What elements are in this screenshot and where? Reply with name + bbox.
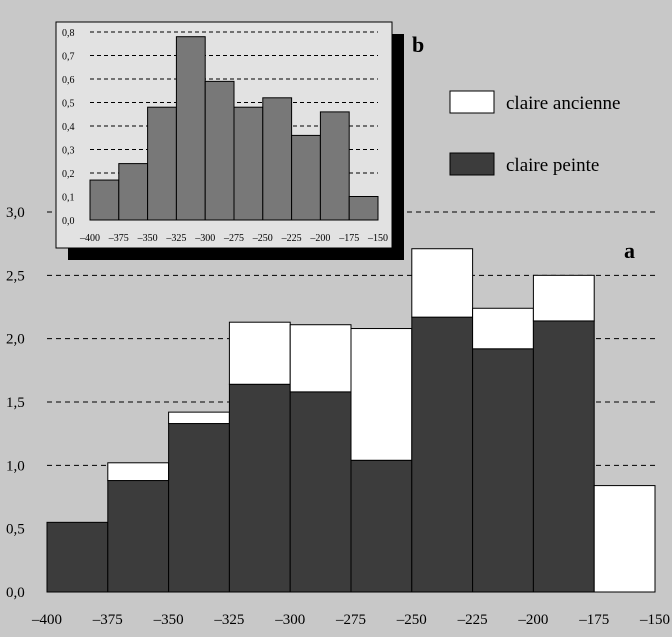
inset-y-tick-labels: 0,0 0,1 0,2 0,3 0,4 0,5 0,6 0,7 0,8: [62, 28, 75, 227]
inset-x-tick-label: –200: [309, 233, 330, 244]
bar-claire-ancienne: [472, 307, 534, 350]
main-x-tick-label: –225: [457, 612, 488, 628]
inset-y-tick-label: 0,3: [62, 146, 75, 157]
inset-x-tick-label: –400: [79, 233, 100, 244]
inset-x-tick-labels: –400 –375 –350 –325 –300 –275 –250 –225 –200 –175…: [79, 233, 388, 244]
main-y-tick-labels: 0,0 0,5 1,0 1,5 2,0 2,5 3,0: [6, 205, 25, 601]
bar-claire-peinte: [228, 383, 291, 593]
inset-y-tick-label: 0,1: [62, 193, 75, 204]
panel-label-a: a: [624, 238, 635, 263]
main-y-tick-label: 2,5: [6, 268, 25, 284]
inset-x-tick-label: –250: [252, 233, 273, 244]
legend-label-claire-peinte: claire peinte: [506, 155, 599, 176]
bar-claire-peinte: [107, 480, 170, 593]
legend-label-claire-ancienne: claire ancienne: [506, 93, 620, 114]
main-x-tick-label: –250: [396, 612, 427, 628]
main-x-tick-label: –300: [274, 612, 305, 628]
main-x-tick-label: –175: [578, 612, 609, 628]
inset-x-tick-label: –275: [223, 233, 244, 244]
inset-bar: [147, 106, 177, 221]
bar-claire-peinte: [289, 391, 352, 593]
inset-bar: [175, 36, 206, 221]
bar-claire-ancienne: [228, 321, 291, 385]
inset-y-tick-label: 0,5: [62, 99, 75, 110]
bar-claire-ancienne: [532, 274, 595, 322]
bar-claire-peinte: [532, 320, 595, 593]
inset-bar: [291, 134, 321, 221]
inset-bars: [89, 36, 379, 221]
inset-bar: [319, 111, 350, 221]
inset-y-tick-label: 0,4: [62, 122, 75, 133]
inset-bar: [89, 179, 120, 221]
inset-x-tick-label: –175: [338, 233, 359, 244]
bar-claire-peinte: [472, 348, 534, 593]
inset-x-tick-label: –225: [281, 233, 302, 244]
main-y-tick-label: 3,0: [6, 205, 25, 221]
inset-x-tick-label: –150: [367, 233, 388, 244]
bar-claire-ancienne: [593, 485, 656, 593]
main-x-tick-label: –275: [335, 612, 366, 628]
main-x-tick-labels: –400 –375 –350 –325 –300 –275 –250 –225 –200 –175…: [31, 612, 670, 628]
main-x-tick-label: –400: [31, 612, 62, 628]
bar-claire-peinte: [46, 521, 109, 593]
inset-bar: [118, 163, 149, 221]
inset-y-tick-label: 0,6: [62, 75, 75, 86]
inset-y-tick-label: 0,2: [62, 169, 75, 180]
main-x-tick-label: –325: [213, 612, 244, 628]
inset-x-tick-label: –325: [165, 233, 186, 244]
main-x-tick-label: –150: [639, 612, 670, 628]
inset-y-tick-label: 0,0: [62, 216, 75, 227]
inset-bar: [233, 106, 264, 221]
bar-claire-peinte: [411, 316, 474, 593]
inset-bar: [262, 97, 293, 221]
inset-y-tick-label: 0,7: [62, 52, 75, 63]
inset-x-tick-label: –300: [194, 233, 215, 244]
inset-bar: [204, 80, 235, 221]
bar-claire-ancienne: [107, 462, 170, 482]
main-x-tick-label: –375: [92, 612, 123, 628]
bar-claire-ancienne: [168, 411, 230, 425]
legend-swatch-claire-peinte: [449, 152, 495, 176]
main-x-tick-label: –350: [153, 612, 184, 628]
legend: claire ancienne claire peinte: [449, 90, 620, 176]
main-y-tick-label: 1,5: [6, 395, 25, 411]
main-y-tick-label: 1,0: [6, 458, 25, 474]
bar-claire-peinte: [168, 423, 230, 593]
panel-label-b: b: [412, 32, 424, 57]
bar-claire-ancienne: [411, 248, 474, 318]
inset-y-tick-label: 0,8: [62, 28, 75, 39]
inset-x-tick-label: –375: [108, 233, 129, 244]
main-y-tick-label: 0,0: [6, 585, 25, 601]
bar-claire-ancienne: [289, 324, 352, 393]
main-y-tick-label: 2,0: [6, 332, 25, 348]
legend-swatch-claire-ancienne: [449, 90, 495, 114]
bar-claire-ancienne: [350, 328, 413, 461]
bar-claire-peinte: [350, 459, 413, 593]
main-x-tick-label: –200: [517, 612, 548, 628]
main-y-tick-label: 0,5: [6, 522, 25, 538]
inset-bar: [348, 196, 379, 221]
inset-x-tick-label: –350: [137, 233, 158, 244]
